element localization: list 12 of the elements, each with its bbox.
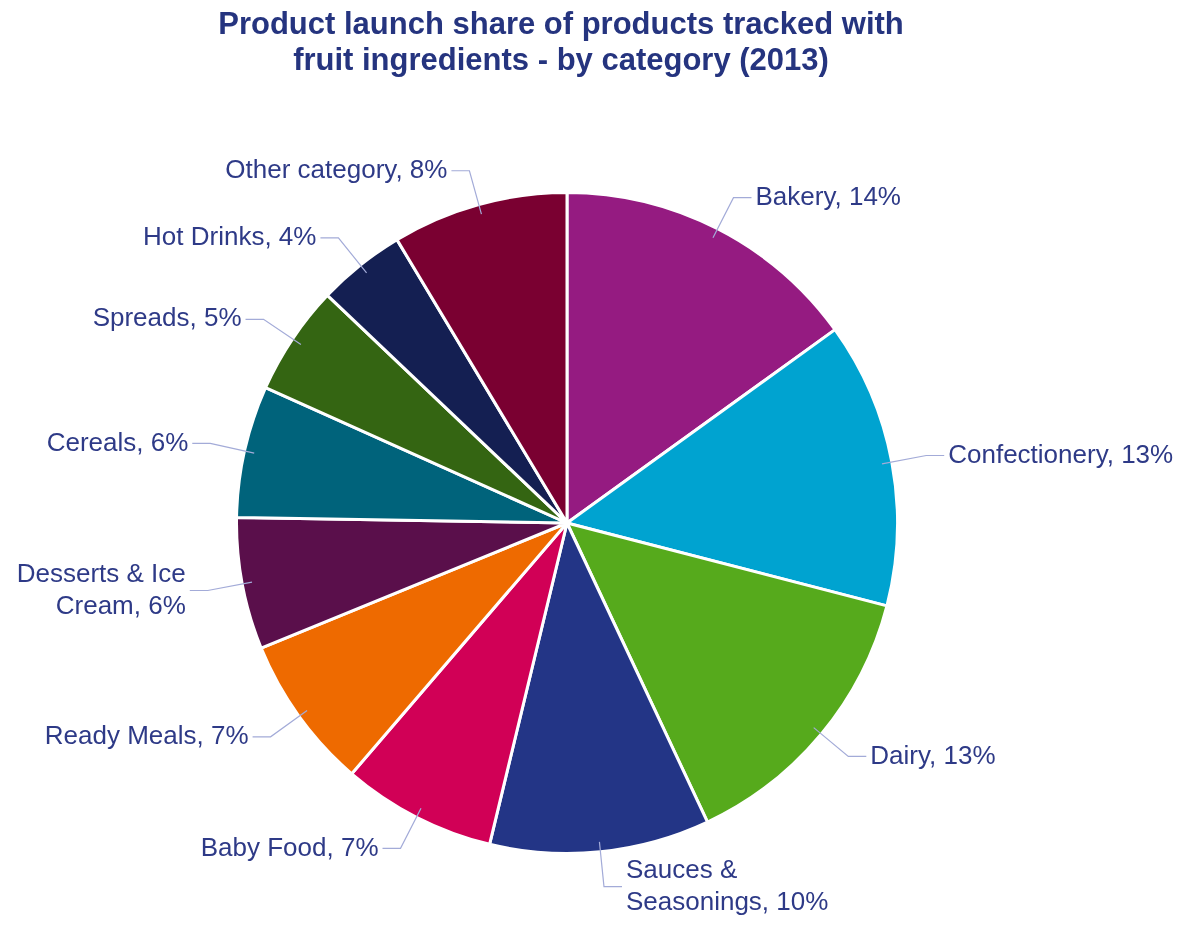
chart-title: Product launch share of products tracked with fruit ingredients - by category (2013) xyxy=(217,6,905,78)
slice-label: Sauces & Seasonings, 10% xyxy=(625,853,829,916)
slice-label: Baby Food, 7% xyxy=(200,831,379,862)
slice-label: Cereals, 6% xyxy=(46,426,189,457)
slice-label: Desserts & Ice Cream, 6% xyxy=(16,557,186,620)
slice-label: Other category, 8% xyxy=(225,153,448,184)
slice-label: Ready Meals, 7% xyxy=(44,720,249,751)
slice-label: Dairy, 13% xyxy=(870,739,996,770)
slice-label: Bakery, 14% xyxy=(755,180,901,211)
slice-label: Spreads, 5% xyxy=(92,302,242,333)
slice-label: Hot Drinks, 4% xyxy=(143,220,317,251)
slice-label: Confectionery, 13% xyxy=(948,438,1174,469)
